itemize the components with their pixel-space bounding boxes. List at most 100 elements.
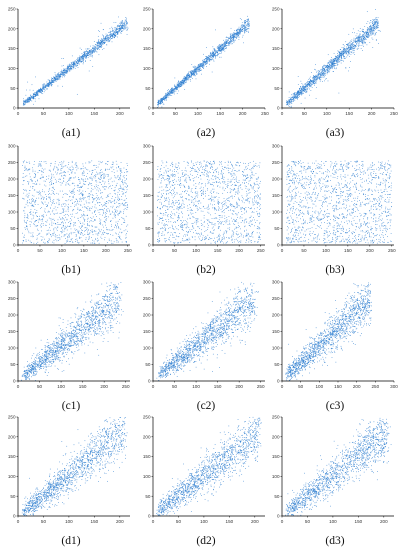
data-point (81, 59, 83, 61)
data-point (97, 48, 99, 49)
data-point (213, 54, 214, 56)
data-point (27, 81, 29, 83)
data-point (158, 99, 159, 101)
data-point (125, 192, 126, 193)
data-point (161, 97, 162, 99)
data-point (61, 229, 63, 231)
y-tick-label: 250 (143, 7, 151, 12)
data-point (348, 46, 349, 48)
data-point (50, 81, 52, 83)
data-point (197, 68, 199, 70)
data-point (81, 53, 83, 54)
data-point (166, 92, 168, 94)
data-point (168, 92, 170, 94)
data-point (119, 31, 120, 33)
data-point (35, 95, 36, 96)
data-point (174, 85, 175, 87)
data-point (308, 83, 310, 84)
data-point (299, 88, 300, 89)
data-point (370, 33, 372, 34)
data-point (305, 92, 307, 93)
data-point (41, 171, 43, 172)
data-point (294, 92, 296, 93)
data-point (172, 91, 174, 93)
data-point (85, 180, 87, 182)
data-point (338, 54, 340, 56)
data-point (68, 180, 69, 181)
data-point (63, 218, 64, 220)
data-point (89, 51, 90, 52)
data-point (69, 177, 71, 178)
data-point (172, 93, 174, 94)
data-point (64, 69, 66, 71)
data-point (38, 170, 40, 171)
data-point (58, 204, 60, 206)
data-point (61, 165, 63, 167)
data-point (294, 96, 296, 98)
data-point (302, 93, 303, 94)
data-point (82, 235, 84, 236)
data-point (60, 184, 62, 186)
data-point (219, 44, 221, 45)
data-point (33, 94, 34, 96)
data-point (28, 96, 30, 98)
data-point (309, 81, 310, 82)
data-point (107, 35, 109, 36)
data-point (182, 82, 183, 83)
data-point (197, 67, 198, 69)
data-point (78, 57, 80, 58)
data-point (208, 57, 210, 58)
data-point (352, 48, 354, 49)
data-point (311, 83, 313, 84)
data-point (167, 91, 169, 93)
data-point (369, 34, 370, 36)
data-point (85, 60, 86, 62)
data-point (84, 220, 85, 222)
data-point (200, 66, 201, 68)
data-point (104, 175, 106, 177)
data-point (68, 66, 70, 67)
data-point (73, 62, 75, 64)
data-point (72, 68, 74, 70)
data-point (95, 175, 97, 177)
data-point (167, 90, 168, 92)
data-point (317, 77, 319, 78)
data-point (22, 242, 23, 244)
data-point (311, 84, 313, 86)
data-point (125, 175, 127, 176)
scatter-panel-a3: 0 50 100 150 200 250 0 50 100 150 200 250 (270, 6, 400, 118)
x-tick-label: 150 (91, 111, 99, 116)
data-point (223, 47, 224, 48)
data-point (216, 54, 218, 56)
data-point (47, 85, 49, 87)
data-point (63, 65, 64, 66)
data-point (218, 49, 220, 50)
data-point (124, 26, 125, 27)
data-point (43, 197, 45, 199)
data-point (28, 98, 30, 100)
data-point (330, 67, 331, 68)
data-point (369, 31, 371, 33)
data-point (168, 93, 170, 95)
data-point (109, 38, 110, 39)
data-point (206, 60, 207, 62)
data-point (109, 37, 111, 39)
data-point (353, 44, 354, 45)
data-point (94, 197, 96, 199)
data-point (243, 42, 244, 44)
data-point (50, 207, 51, 209)
data-point (291, 100, 293, 102)
data-point (344, 49, 346, 51)
data-point (71, 68, 72, 69)
data-point (322, 73, 323, 74)
data-point (63, 235, 65, 237)
data-point (231, 36, 232, 38)
data-point (104, 232, 106, 234)
data-point (82, 60, 84, 61)
data-point (184, 77, 186, 79)
data-point (327, 70, 328, 72)
data-point (376, 22, 378, 24)
data-point (93, 49, 95, 51)
data-point (331, 62, 332, 64)
